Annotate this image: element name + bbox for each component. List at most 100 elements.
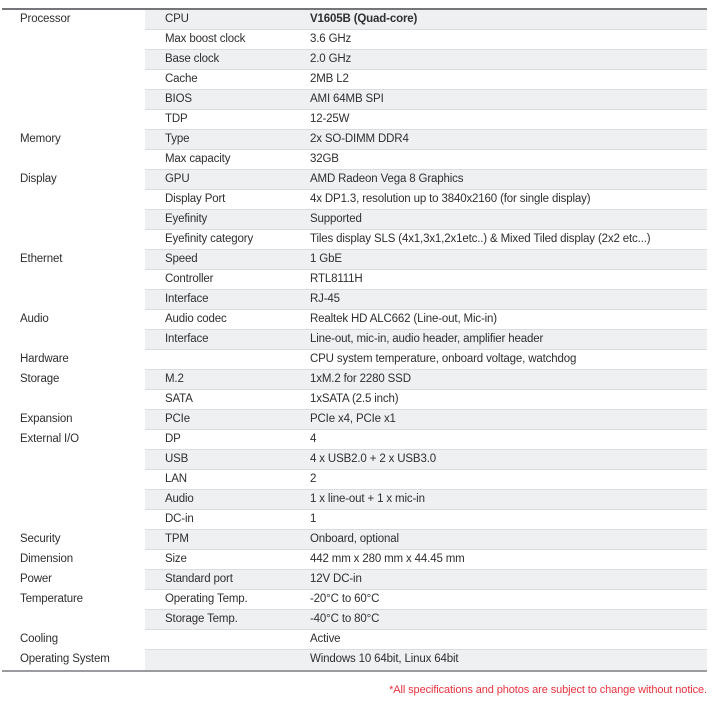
value-cell: 4x DP1.3, resolution up to 3840x2160 (fo…: [310, 193, 591, 205]
category-cell: [2, 70, 145, 90]
value-cell: V1605B (Quad-core): [310, 13, 418, 25]
attribute-cell: Storage Temp.: [165, 613, 238, 625]
category-cell: Display: [2, 170, 145, 190]
value-cell: 4 x USB2.0 + 2 x USB3.0: [310, 453, 436, 465]
category-cell: External I/O: [2, 430, 145, 450]
row-band: GPU AMD Radeon Vega 8 Graphics: [145, 170, 707, 190]
value-cell: AMD Radeon Vega 8 Graphics: [310, 173, 464, 185]
table-row: Audio Audio codec Realtek HD ALC662 (Lin…: [2, 310, 707, 330]
row-band: Windows 10 64bit, Linux 64bit: [145, 650, 707, 670]
category-cell: Audio: [2, 310, 145, 330]
category-cell: [2, 90, 145, 110]
value-cell: 2x SO-DIMM DDR4: [310, 133, 409, 145]
row-band: Eyefinity Supported: [145, 210, 707, 230]
row-band: Max boost clock 3.6 GHz: [145, 30, 707, 50]
attribute-cell: DP: [165, 433, 181, 445]
value-cell: 1: [310, 513, 317, 525]
value-cell: 1 GbE: [310, 253, 342, 265]
attribute-cell: M.2: [165, 373, 184, 385]
table-row: Eyefinity category Tiles display SLS (4x…: [2, 230, 707, 250]
row-band: DP 4: [145, 430, 707, 450]
row-band: CPU V1605B (Quad-core): [145, 10, 707, 30]
value-cell: AMI 64MB SPI: [310, 93, 384, 105]
attribute-cell: BIOS: [165, 93, 192, 105]
category-cell: Temperature: [2, 590, 145, 610]
attribute-cell: Speed: [165, 253, 198, 265]
row-band: Display Port 4x DP1.3, resolution up to …: [145, 190, 707, 210]
category-cell: [2, 330, 145, 350]
category-cell: [2, 490, 145, 510]
category-cell: [2, 190, 145, 210]
table-row: Audio 1 x line-out + 1 x mic-in: [2, 490, 707, 510]
attribute-cell: Type: [165, 133, 190, 145]
attribute-cell: TDP: [165, 113, 188, 125]
value-cell: 12-25W: [310, 113, 350, 125]
table-row: Storage Temp. -40°C to 80°C: [2, 610, 707, 630]
attribute-cell: [145, 650, 310, 670]
attribute-cell: Operating Temp.: [165, 593, 248, 605]
table-row: Temperature Operating Temp. -20°C to 60°…: [2, 590, 707, 610]
category-cell: [2, 390, 145, 410]
value-cell: 442 mm x 280 mm x 44.45 mm: [310, 553, 465, 565]
category-cell: Cooling: [2, 630, 145, 650]
value-cell: Active: [310, 633, 341, 645]
row-band: TDP 12-25W: [145, 110, 707, 130]
attribute-cell: Size: [165, 553, 187, 565]
table-row: Operating System Windows 10 64bit, Linux…: [2, 650, 707, 670]
row-band: M.2 1xM.2 for 2280 SSD: [145, 370, 707, 390]
attribute-cell: Cache: [165, 73, 198, 85]
row-band: Operating Temp. -20°C to 60°C: [145, 590, 707, 610]
value-cell: 1xM.2 for 2280 SSD: [310, 373, 411, 385]
row-band: Interface Line-out, mic-in, audio header…: [145, 330, 707, 350]
row-band: Size 442 mm x 280 mm x 44.45 mm: [145, 550, 707, 570]
table-row: BIOS AMI 64MB SPI: [2, 90, 707, 110]
table-row: Memory Type 2x SO-DIMM DDR4: [2, 130, 707, 150]
category-cell: [2, 610, 145, 630]
attribute-cell: DC-in: [165, 513, 194, 525]
value-cell: 2.0 GHz: [310, 53, 352, 65]
category-cell: Expansion: [2, 410, 145, 430]
table-row: Display GPU AMD Radeon Vega 8 Graphics: [2, 170, 707, 190]
table-row: DC-in 1: [2, 510, 707, 530]
row-band: SATA 1xSATA (2.5 inch): [145, 390, 707, 410]
table-row: Expansion PCIe PCIe x4, PCIe x1: [2, 410, 707, 430]
category-cell: Dimension: [2, 550, 145, 570]
value-cell: 1xSATA (2.5 inch): [310, 393, 399, 405]
category-cell: Memory: [2, 130, 145, 150]
table-row: Interface RJ-45: [2, 290, 707, 310]
attribute-cell: Interface: [165, 293, 209, 305]
value-cell: 2: [310, 473, 317, 485]
attribute-cell: Standard port: [165, 573, 233, 585]
value-cell: RTL8111H: [310, 273, 363, 285]
attribute-cell: PCIe: [165, 413, 190, 425]
row-band: LAN 2: [145, 470, 707, 490]
footnote: *All specifications and photos are subje…: [389, 684, 707, 696]
value-cell: PCIe x4, PCIe x1: [310, 413, 396, 425]
table-row: Hardware CPU system temperature, onboard…: [2, 350, 707, 370]
table-row: USB 4 x USB2.0 + 2 x USB3.0: [2, 450, 707, 470]
row-band: Interface RJ-45: [145, 290, 707, 310]
table-row: Cache 2MB L2: [2, 70, 707, 90]
value-cell: 12V DC-in: [310, 573, 362, 585]
category-cell: [2, 50, 145, 70]
row-band: Active: [145, 630, 707, 650]
attribute-cell: Max capacity: [165, 153, 231, 165]
category-cell: [2, 270, 145, 290]
attribute-cell: [145, 350, 310, 369]
value-cell: RJ-45: [310, 293, 340, 305]
value-cell: 32GB: [310, 153, 339, 165]
value-cell: Windows 10 64bit, Linux 64bit: [310, 653, 459, 665]
attribute-cell: SATA: [165, 393, 193, 405]
table-row: External I/O DP 4: [2, 430, 707, 450]
value-cell: CPU system temperature, onboard voltage,…: [310, 353, 577, 365]
attribute-cell: Audio codec: [165, 313, 227, 325]
category-cell: Security: [2, 530, 145, 550]
row-band: Cache 2MB L2: [145, 70, 707, 90]
category-cell: [2, 450, 145, 470]
value-cell: Onboard, optional: [310, 533, 399, 545]
table-row: Cooling Active: [2, 630, 707, 650]
category-cell: [2, 150, 145, 170]
category-cell: [2, 230, 145, 250]
table-row: Base clock 2.0 GHz: [2, 50, 707, 70]
row-band: Standard port 12V DC-in: [145, 570, 707, 590]
